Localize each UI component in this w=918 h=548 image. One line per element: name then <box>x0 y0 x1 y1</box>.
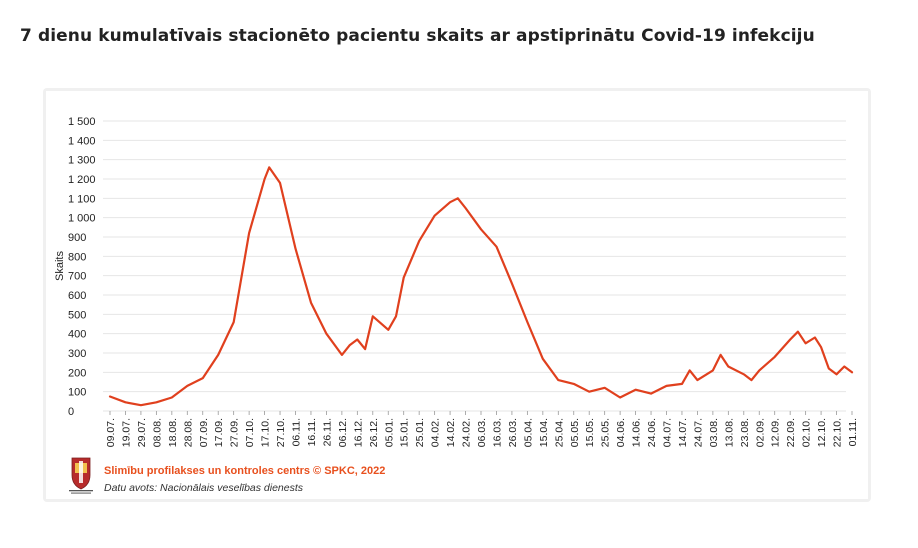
x-tick-label: 12.09. <box>770 418 782 447</box>
x-tick-label: 14.07. <box>677 418 689 447</box>
x-tick-label: 04.02. <box>430 418 442 447</box>
x-tick-label: 07.10. <box>244 418 256 447</box>
x-tick-label: 17.09. <box>213 418 225 447</box>
x-tick-label: 07.09. <box>198 418 210 447</box>
x-tick-label: 04.06. <box>615 418 627 447</box>
y-tick-label: 1 500 <box>68 116 96 128</box>
y-tick-label: 1 200 <box>68 174 96 186</box>
y-tick-label: 500 <box>68 309 86 321</box>
x-tick-label: 13.08. <box>723 418 735 447</box>
x-tick-label: 17.10. <box>260 418 272 447</box>
x-tick-label: 16.11. <box>306 418 318 446</box>
y-tick-label: 0 <box>68 406 74 418</box>
x-tick-label: 28.08. <box>182 418 194 447</box>
y-tick-label: 100 <box>68 387 86 399</box>
x-tick-label: 27.10. <box>275 418 287 447</box>
x-tick-label: 15.05. <box>584 418 596 447</box>
x-tick-label: 18.08. <box>167 418 179 447</box>
y-tick-label: 200 <box>68 367 86 379</box>
x-tick-label: 29.07. <box>136 418 148 447</box>
y-tick-label: 1 300 <box>68 155 96 167</box>
x-tick-label: 06.03. <box>476 418 488 447</box>
footer-source: Datu avots: Nacionālais veselības dienes… <box>104 482 304 494</box>
x-tick-label: 25.05. <box>600 418 612 447</box>
x-tick-label: 25.04. <box>553 418 565 447</box>
x-tick-label: 22.10. <box>832 418 844 447</box>
x-tick-label: 22.09. <box>785 418 797 447</box>
x-tick-label: 06.12. <box>337 418 349 447</box>
spkc-logo <box>69 457 93 494</box>
series-line <box>108 166 854 407</box>
x-tick-label: 26.03. <box>507 418 519 447</box>
x-tick-label: 23.08. <box>739 418 751 447</box>
x-tick-label: 15.01. <box>399 418 411 447</box>
chart-card: 0 100 200 300 400 500 600 700 800 900 1 000 1 100 1 … <box>43 88 871 502</box>
x-tick-label: 05.01. <box>383 418 395 447</box>
x-tick-label: 02.09. <box>754 418 766 447</box>
x-tick-label: 04.07. <box>662 418 674 447</box>
y-tick-label: 1 400 <box>68 135 96 147</box>
x-tick-label: 14.02. <box>445 418 457 447</box>
x-tick-label: 24.07. <box>692 418 704 447</box>
x-tick-label: 08.08. <box>151 418 163 447</box>
x-tick-label: 16.03. <box>491 418 503 447</box>
y-tick-label: 900 <box>68 232 86 244</box>
x-tick-label: 24.06. <box>646 418 658 447</box>
x-tick-label: 05.04. <box>522 418 534 447</box>
chart-area: 0 100 200 300 400 500 600 700 800 900 1 000 1 100 1 … <box>46 91 868 499</box>
x-tick-label: 16.12. <box>352 418 364 447</box>
x-tick-label: 15.04. <box>538 418 550 447</box>
y-tick-label: 300 <box>68 348 86 360</box>
y-tick-label: 800 <box>68 251 86 263</box>
x-tick-label: 01.11. <box>847 418 859 446</box>
y-tick-label: 400 <box>68 329 86 341</box>
x-tick-label: 26.11. <box>321 418 333 446</box>
x-tick-label: 24.02. <box>461 418 473 447</box>
x-tick-label: 02.10. <box>801 418 813 447</box>
x-tick-label: 05.05. <box>569 418 581 447</box>
y-tick-label: 600 <box>68 290 86 302</box>
x-tick-label: 06.11. <box>291 418 303 446</box>
x-tick-label: 26.12. <box>368 418 380 447</box>
x-tick-label: 03.08. <box>708 418 720 447</box>
y-axis-label: Skaits <box>54 251 66 281</box>
line-chart: 0 100 200 300 400 500 600 700 800 900 1 000 1 100 1 … <box>54 116 859 447</box>
y-tick-label: 1 000 <box>68 213 96 225</box>
x-tick-label: 12.10. <box>816 418 828 447</box>
y-tick-label: 1 100 <box>68 193 96 205</box>
footer-org: Slimību profilakses un kontroles centrs … <box>104 465 386 477</box>
page-title: 7 dienu kumulatīvais stacionēto pacientu… <box>20 26 815 46</box>
x-tick-label: 09.07. <box>105 418 117 447</box>
x-tick-label: 14.06. <box>631 418 643 447</box>
x-tick-label: 25.01. <box>414 418 426 447</box>
y-tick-label: 700 <box>68 271 86 283</box>
x-tick-label: 19.07. <box>120 418 132 447</box>
x-tick-label: 27.09. <box>229 418 241 447</box>
